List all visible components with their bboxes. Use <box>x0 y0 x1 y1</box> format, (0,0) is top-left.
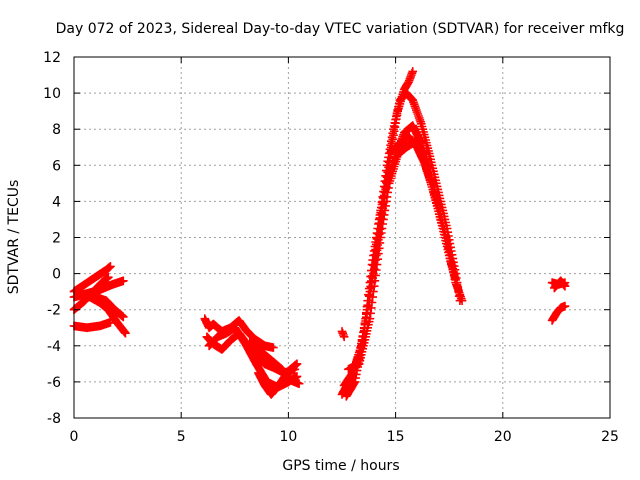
y-tick-label: 12 <box>43 50 61 66</box>
series-segment-2 <box>200 314 304 399</box>
y-tick-label: -2 <box>47 303 61 319</box>
y-tick-label: 0 <box>52 267 61 283</box>
series-segment-4 <box>547 276 570 325</box>
y-tick-label: 2 <box>52 231 61 247</box>
y-tick-label: 10 <box>43 86 61 102</box>
y-tick-label: -6 <box>47 375 61 391</box>
y-tick-label: 6 <box>52 158 61 174</box>
y-tick-label: -4 <box>47 339 61 355</box>
x-tick-label: 15 <box>387 429 405 445</box>
y-tick-label: 8 <box>52 122 61 138</box>
data-point-markers <box>200 314 304 399</box>
data-point-markers <box>547 276 570 325</box>
axis-ticks <box>73 56 611 419</box>
x-tick-label: 20 <box>494 429 512 445</box>
grid <box>74 57 610 418</box>
data-points <box>69 67 570 401</box>
y-tick-label: 4 <box>52 194 61 210</box>
chart-title: Day 072 of 2023, Sidereal Day-to-day VTE… <box>56 21 625 37</box>
tick-labels: 0 5 10 15 20 25 -8 -6 -4 -2 0 2 4 6 8 10 12 <box>43 50 619 445</box>
series-segment-3 <box>337 67 467 401</box>
x-tick-label: 10 <box>279 429 297 445</box>
x-tick-label: 0 <box>70 429 79 445</box>
y-axis-label: SDTVAR / TECUs <box>6 180 22 295</box>
y-tick-label: -8 <box>47 411 61 427</box>
x-tick-label: 5 <box>177 429 186 445</box>
x-axis-label: GPS time / hours <box>282 458 399 474</box>
x-tick-label: 25 <box>601 429 619 445</box>
data-point-markers <box>337 67 467 401</box>
